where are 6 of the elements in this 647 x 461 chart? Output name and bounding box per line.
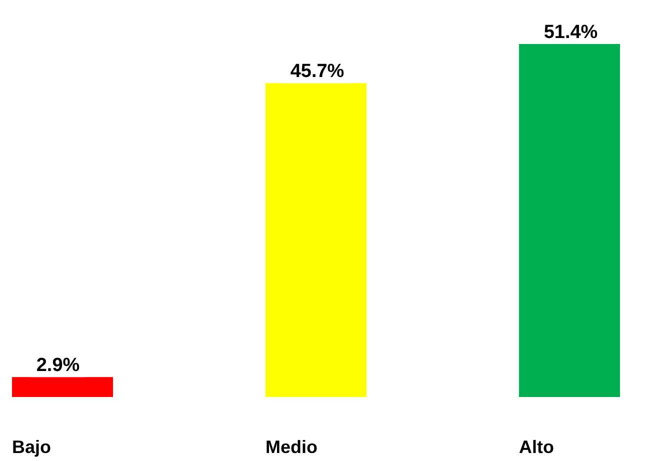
x-tick-label: Alto (519, 437, 554, 457)
data-label: 2.9% (36, 355, 80, 376)
data-label: 51.4% (544, 22, 598, 43)
x-tick-label: Bajo (12, 437, 52, 457)
data-label: 45.7% (290, 61, 344, 82)
x-tick-label: Medio (266, 437, 318, 457)
